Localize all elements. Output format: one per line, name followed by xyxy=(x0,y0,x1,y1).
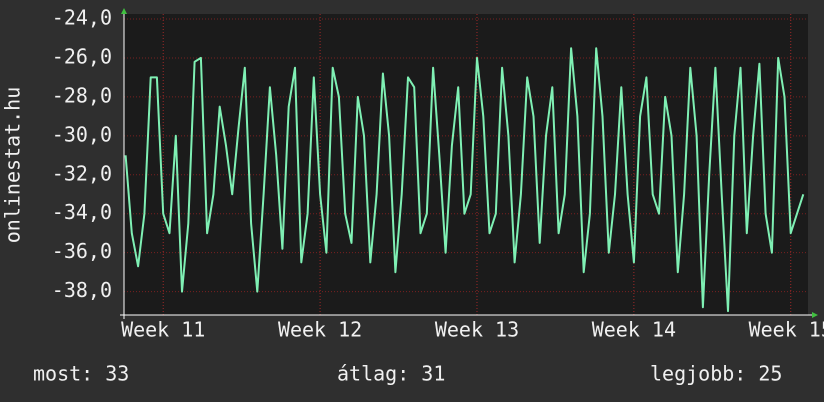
stat: most: 33 xyxy=(33,362,129,386)
x-tick-label: Week 14 xyxy=(592,318,676,342)
y-tick-label: -32,0 xyxy=(52,161,112,185)
stat: legjobb: 25 xyxy=(650,362,782,386)
y-axis-label: onlinestat.hu xyxy=(1,87,25,244)
y-tick-label: -30,0 xyxy=(52,122,112,146)
stat: átlag: 31 xyxy=(337,362,445,386)
y-tick-label: -38,0 xyxy=(52,278,112,302)
x-tick-label: Week 15 xyxy=(749,318,824,342)
plot-area xyxy=(124,14,808,315)
x-tick-label: Week 11 xyxy=(121,318,205,342)
axis-arrow xyxy=(812,312,818,318)
y-tick-label: -28,0 xyxy=(52,83,112,107)
data-line xyxy=(124,47,805,313)
x-tick-label: Week 13 xyxy=(435,318,519,342)
y-tick-label: -36,0 xyxy=(52,239,112,263)
x-tick-label: Week 12 xyxy=(278,318,362,342)
y-tick-label: -26,0 xyxy=(52,44,112,68)
axis-arrow xyxy=(121,8,127,14)
y-tick-label: -34,0 xyxy=(52,200,112,224)
y-tick-label: -24,0 xyxy=(52,6,112,30)
